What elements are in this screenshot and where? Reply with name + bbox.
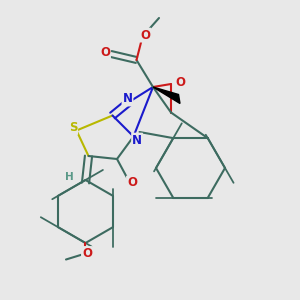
Text: O: O [176,76,186,89]
Text: N: N [132,134,142,147]
Text: O: O [82,247,92,260]
Text: H: H [64,172,74,182]
Text: O: O [140,28,151,42]
Text: O: O [100,46,110,59]
Polygon shape [153,87,180,104]
Text: O: O [127,176,137,190]
Text: S: S [69,121,77,134]
Text: N: N [122,92,133,106]
